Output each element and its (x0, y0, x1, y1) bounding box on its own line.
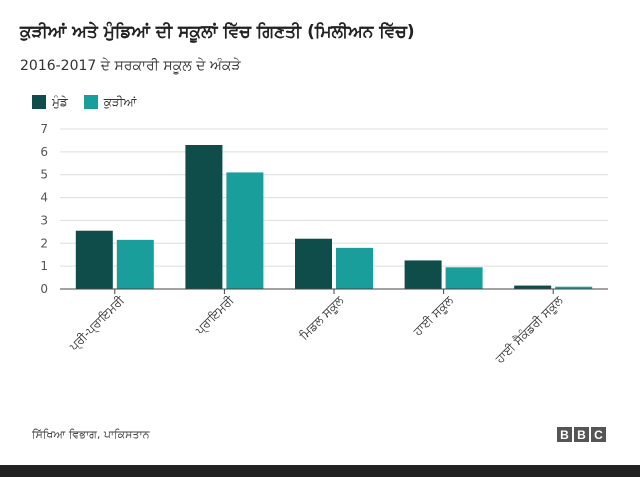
bottom-bar (0, 465, 640, 477)
y-tick-label: 3 (40, 213, 48, 227)
x-tick-label: ਹਾਈ ਸਕੂਲ (410, 293, 458, 341)
y-tick-label: 2 (40, 236, 48, 250)
bar-boys (185, 145, 223, 289)
x-tick-label: ਮਿਡਲ ਸਕੂਲ (296, 293, 348, 345)
x-tick-label: ਹਾਈ ਸੈਕੰਡਰੀ ਸਕੂਲ (492, 293, 567, 368)
y-tick-label: 1 (40, 259, 48, 273)
bbc-logo-letter: C (591, 427, 606, 442)
legend-label-girls: ਕੁੜੀਆਂ (103, 94, 137, 109)
bar-girls (226, 172, 264, 289)
y-tick-label: 7 (40, 122, 48, 136)
bbc-logo: B B C (555, 427, 606, 442)
bbc-logo-letter: B (574, 427, 589, 442)
bar-boys (75, 230, 113, 289)
bar-girls (116, 239, 154, 289)
bar-boys (295, 238, 332, 289)
y-tick-label: 5 (40, 168, 48, 182)
legend-item-girls: ਕੁੜੀਆਂ (83, 94, 137, 110)
chart-subtitle: 2016-2017 ਦੇ ਸਰਕਾਰੀ ਸਕੂਲ ਦੇ ਅੰਕੜੇ (20, 58, 241, 74)
bar-chart: 0 1 2 3 4 5 6 7 ਪ੍ਰੀ-ਪ੍ਰਾਇਮਰੀ ਪ੍ਰਾਇਮਰੀ ਮਿਡਲ ਸਕੂਲ ਹਾ… (40, 122, 608, 368)
bar-girls (336, 247, 373, 289)
y-tick-label: 6 (40, 145, 48, 159)
y-tick-label: 4 (40, 191, 48, 205)
bar-girls (445, 267, 483, 289)
x-tick-label: ਪ੍ਰਾਇਮਰੀ (192, 293, 238, 339)
legend-label-boys: ਮੁੰਡੇ (52, 94, 68, 109)
legend-swatch-boys (32, 95, 46, 109)
x-tick-label: ਪ੍ਰੀ-ਪ੍ਰਾਇਮਰੀ (66, 293, 128, 355)
legend-swatch-girls (83, 95, 98, 109)
bar-boys (404, 260, 442, 289)
legend: ਮੁੰਡੇ ਕੁੜੀਆਂ (32, 94, 152, 110)
y-tick-label: 0 (40, 282, 48, 296)
source-note: ਸਿੱਖਿਆ ਵਿਭਾਗ, ਪਾਕਿਸਤਾਨ (32, 428, 150, 441)
bar-boys (514, 285, 552, 289)
legend-item-boys: ਮੁੰਡੇ (32, 95, 68, 110)
bbc-logo-letter: B (557, 427, 572, 442)
chart-title: ਕੁੜੀਆਂ ਅਤੇ ਮੁੰਡਿਆਂ ਦੀ ਸਕੂਲਾਂ ਵਿੱਚ ਗਿਣਤੀ … (20, 22, 415, 42)
bar-girls (555, 286, 593, 289)
